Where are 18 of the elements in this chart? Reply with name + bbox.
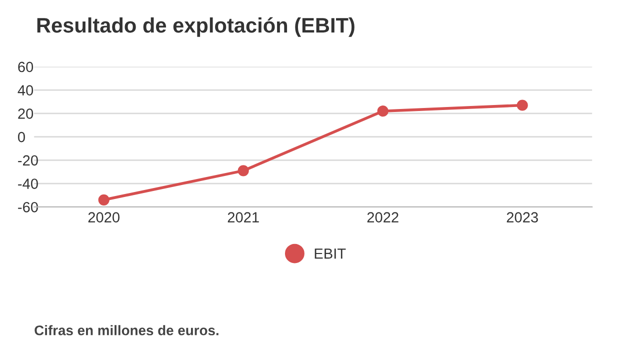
legend-label: EBIT [314,248,346,259]
y-tick-label: -40 [18,178,38,189]
y-tick-label: 40 [18,85,34,96]
y-tick-label: -60 [18,202,38,212]
y-tick-label: 20 [18,108,34,119]
text: Cifras en millones de euros. [34,325,218,336]
chart-title: Resultado de explotación (EBIT) [37,17,354,37]
x-tick-label: 2023 [506,212,538,222]
point [516,100,528,111]
y-tick-label: 0 [18,132,25,142]
y-tick-label: -20 [18,155,38,166]
point [377,106,388,117]
x-tick-label: 2022 [367,212,398,222]
x-tick-label: 2020 [88,212,120,222]
y-tick-label: 60 [18,62,34,72]
x-tick-label: 2021 [228,212,259,222]
point [238,165,249,176]
point [98,194,110,206]
